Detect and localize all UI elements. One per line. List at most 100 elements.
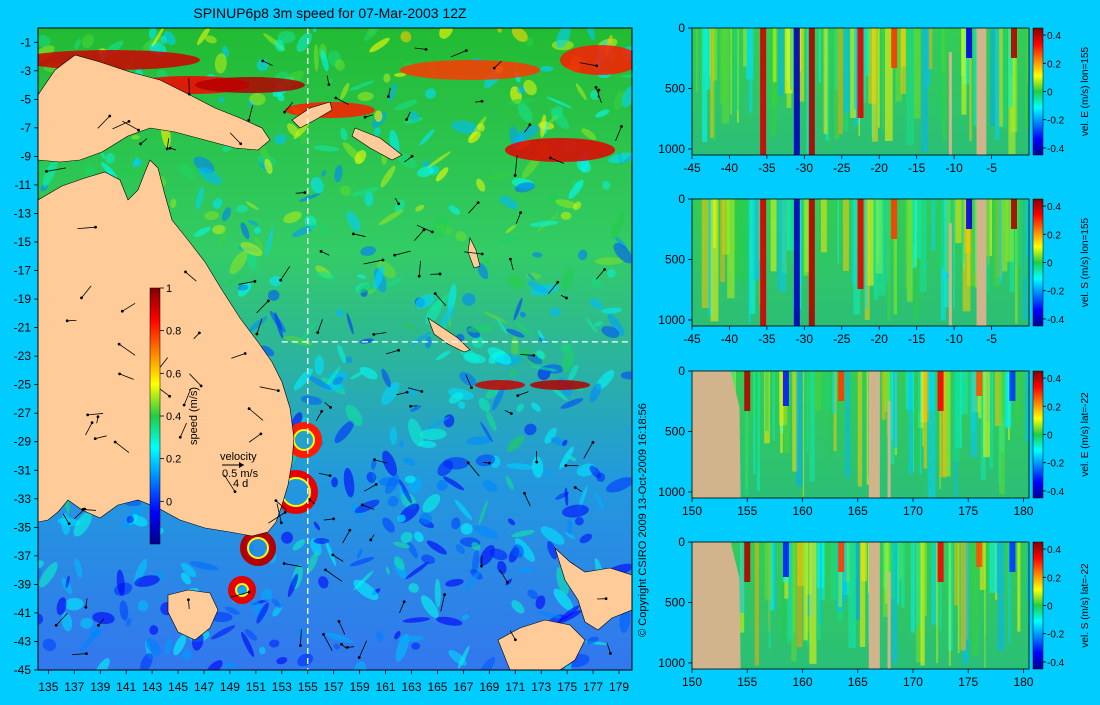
section-stripe <box>796 371 803 486</box>
velocity-arrowhead <box>397 349 400 352</box>
x-tick-label: -15 <box>908 161 926 175</box>
section-core <box>760 199 766 326</box>
velocity-arrowhead <box>198 332 201 335</box>
section-panel: -45-40-35-30-25-20-15-10-5050010000.40.2… <box>658 21 1091 179</box>
section-colorbar-tick-label: -0.2 <box>1047 459 1065 470</box>
section-colorbar-tick-label: -0.2 <box>1047 116 1065 127</box>
velocity-arrowhead <box>329 406 332 409</box>
section-colorbar-tick-label: 0.4 <box>1047 374 1061 385</box>
section-stripe <box>1025 28 1031 127</box>
y-tick-label: 500 <box>665 252 685 266</box>
velocity-arrowhead <box>564 464 567 467</box>
section-stripe <box>907 199 913 302</box>
velocity-arrowhead <box>516 394 519 397</box>
section-stripe <box>954 542 958 605</box>
section-colorbar-label: vel. E (m/s) lat=-22 <box>1080 392 1091 477</box>
section-stripe <box>844 28 851 114</box>
section-colorbar-tick-label: -0.2 <box>1047 287 1065 298</box>
section-colorbar-label: vel. S (m/s) lon=155 <box>1080 217 1091 307</box>
section-stripe <box>922 371 923 446</box>
velocity-arrowhead <box>248 407 251 410</box>
lat-tick-label: -37 <box>14 549 32 563</box>
section-colorbar-tick-label: 0.4 <box>1047 31 1061 42</box>
section-colorbar-tick-label: 0 <box>1047 259 1053 270</box>
section-stripe <box>803 371 804 496</box>
section-stripe <box>804 199 809 276</box>
section-colorbar-tick-label: 0 <box>1047 602 1053 613</box>
section-stripe <box>749 28 752 113</box>
velocity-arrowhead <box>94 437 97 440</box>
velocity-arrowhead <box>406 391 409 394</box>
velocity-arrowhead <box>535 461 538 464</box>
section-colorbar-tick-label: 0.2 <box>1047 59 1061 70</box>
section-stripe <box>727 199 735 298</box>
velocity-arrowhead <box>361 503 364 506</box>
speed-colorbar-tick-label: 0.2 <box>166 454 181 466</box>
section-panels: -45-40-35-30-25-20-15-10-5050010000.40.2… <box>658 21 1091 699</box>
velocity-arrowhead <box>234 490 237 493</box>
velocity-arrowhead <box>556 281 559 284</box>
velocity-arrowhead <box>275 499 278 502</box>
section-core <box>976 371 982 396</box>
y-tick-label: 0 <box>678 535 685 549</box>
section-stripe <box>891 371 893 440</box>
velocity-arrowhead <box>382 259 385 262</box>
velocity-arrowhead <box>609 652 612 655</box>
section-stripe <box>983 371 990 457</box>
velocity-arrowhead <box>279 279 282 282</box>
velocity-arrowhead <box>443 593 446 596</box>
velocity-arrowhead <box>348 529 351 532</box>
lon-tick-label: 157 <box>324 680 344 694</box>
y-tick-label: 0 <box>678 364 685 378</box>
section-stripe <box>901 28 906 94</box>
section-core <box>783 542 789 577</box>
section-stripe <box>755 542 759 666</box>
section-stripe <box>958 542 960 653</box>
section-core <box>794 28 800 155</box>
section-land <box>869 371 880 498</box>
section-stripe <box>989 542 996 593</box>
x-tick-label: -10 <box>945 161 963 175</box>
section-land <box>692 371 741 498</box>
velocity-arrowhead <box>183 404 186 407</box>
velocity-arrowhead <box>283 562 286 565</box>
velocity-arrowhead <box>66 319 69 322</box>
section-colorbar-tick-label: -0.4 <box>1047 144 1065 155</box>
velocity-arrowhead <box>425 48 428 51</box>
lat-tick-label: -39 <box>14 577 32 591</box>
lon-tick-label: 139 <box>90 680 110 694</box>
section-stripe <box>960 371 967 414</box>
section-stripe <box>984 542 985 668</box>
lon-tick-label: 159 <box>350 680 370 694</box>
velocity-key-title: velocity <box>220 451 257 463</box>
section-stripe <box>914 28 921 118</box>
section-stripe <box>887 199 890 320</box>
y-tick-label: 500 <box>665 424 685 438</box>
velocity-arrowhead <box>128 120 131 123</box>
section-colorbar-tick-label: -0.4 <box>1047 487 1065 498</box>
section-stripe <box>874 199 878 300</box>
lat-tick-label: -21 <box>14 321 32 335</box>
section-stripe <box>1017 542 1020 632</box>
section-core <box>760 28 766 155</box>
lat-tick-label: -5 <box>20 92 31 106</box>
velocity-arrowhead <box>481 253 484 256</box>
speed-blob <box>314 538 330 544</box>
section-stripe <box>804 542 808 640</box>
x-tick-label: 165 <box>848 504 868 518</box>
velocity-arrowhead <box>549 157 552 160</box>
section-stripe <box>865 199 868 308</box>
lat-tick-label: -25 <box>14 378 32 392</box>
lat-tick-label: -31 <box>14 463 32 477</box>
section-colorbar <box>1033 28 1043 155</box>
velocity-arrowhead <box>334 97 337 100</box>
velocity-arrowhead <box>86 413 89 416</box>
x-tick-label: 170 <box>903 504 923 518</box>
lon-tick-label: 179 <box>609 680 629 694</box>
velocity-arrowhead <box>322 633 325 636</box>
x-tick-label: -15 <box>908 332 926 346</box>
section-core <box>976 542 982 567</box>
